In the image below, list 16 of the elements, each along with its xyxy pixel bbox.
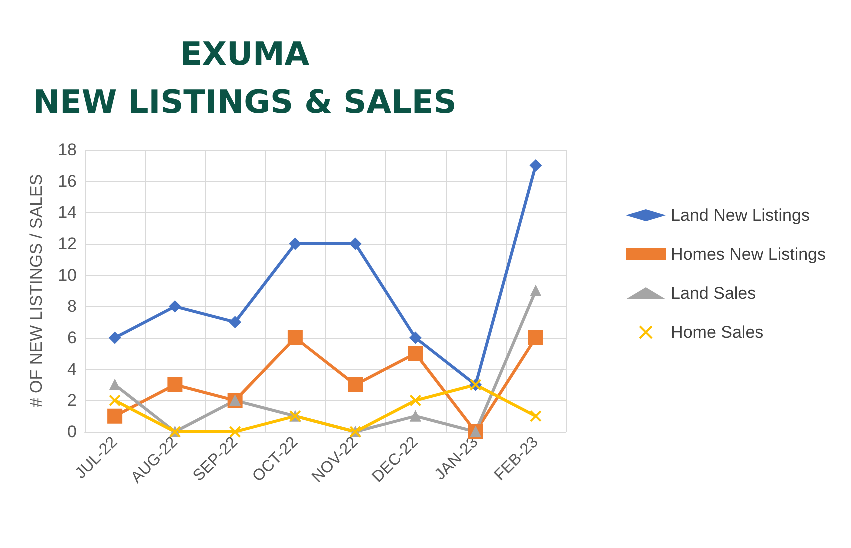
y-tick-label: 16 [58, 172, 77, 191]
y-tick-label: 2 [68, 391, 77, 410]
y-tick-label: 6 [68, 328, 77, 348]
legend-label: Homes New Listings [671, 245, 826, 264]
y-tick-label: 0 [68, 422, 77, 442]
legend-label: Home Sales [671, 323, 764, 342]
legend-label: Land New Listings [671, 206, 810, 225]
chart-title: EXUMA NEW LISTINGS & SALES [33, 35, 457, 121]
y-tick-label: 12 [58, 234, 77, 254]
y-axis-title: # OF NEW LISTINGS / SALES [27, 174, 46, 408]
y-tick-label: 18 [58, 140, 77, 160]
y-tick-label: 4 [68, 360, 77, 379]
legend-label: Land Sales [671, 284, 756, 303]
y-tick-label: 10 [58, 266, 77, 285]
y-tick-label: 14 [58, 203, 77, 222]
y-tick-label: 8 [68, 297, 77, 316]
